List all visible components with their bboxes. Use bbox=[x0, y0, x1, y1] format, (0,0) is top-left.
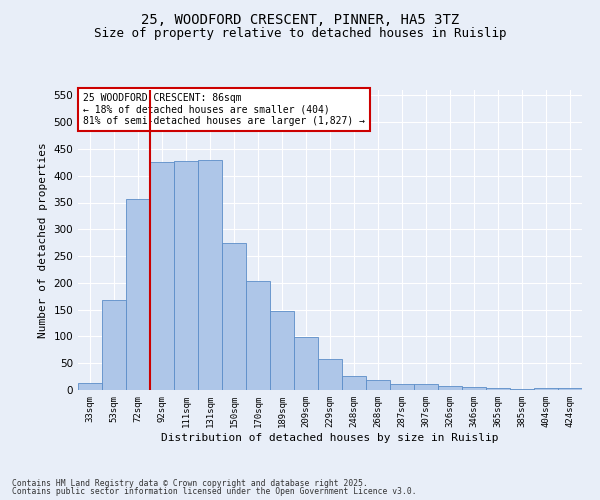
Bar bbox=[78, 383, 102, 390]
Text: 25 WOODFORD CRESCENT: 86sqm
← 18% of detached houses are smaller (404)
81% of se: 25 WOODFORD CRESCENT: 86sqm ← 18% of det… bbox=[83, 93, 365, 126]
Bar bbox=[342, 376, 366, 390]
Bar bbox=[390, 384, 414, 390]
Bar bbox=[150, 162, 174, 390]
Bar bbox=[366, 380, 390, 390]
Bar bbox=[462, 388, 486, 390]
Bar bbox=[174, 160, 198, 390]
Bar bbox=[486, 388, 510, 390]
Bar bbox=[414, 384, 438, 390]
Bar bbox=[222, 242, 246, 390]
Text: 25, WOODFORD CRESCENT, PINNER, HA5 3TZ: 25, WOODFORD CRESCENT, PINNER, HA5 3TZ bbox=[141, 12, 459, 26]
Bar bbox=[318, 360, 342, 390]
Text: Contains public sector information licensed under the Open Government Licence v3: Contains public sector information licen… bbox=[12, 487, 416, 496]
Bar bbox=[294, 337, 318, 390]
Bar bbox=[102, 300, 126, 390]
Text: Size of property relative to detached houses in Ruislip: Size of property relative to detached ho… bbox=[94, 28, 506, 40]
X-axis label: Distribution of detached houses by size in Ruislip: Distribution of detached houses by size … bbox=[161, 432, 499, 442]
Bar bbox=[534, 388, 558, 390]
Bar bbox=[198, 160, 222, 390]
Bar bbox=[126, 198, 150, 390]
Bar bbox=[246, 281, 270, 390]
Bar bbox=[558, 388, 582, 390]
Bar bbox=[270, 310, 294, 390]
Y-axis label: Number of detached properties: Number of detached properties bbox=[38, 142, 48, 338]
Text: Contains HM Land Registry data © Crown copyright and database right 2025.: Contains HM Land Registry data © Crown c… bbox=[12, 478, 368, 488]
Bar bbox=[438, 386, 462, 390]
